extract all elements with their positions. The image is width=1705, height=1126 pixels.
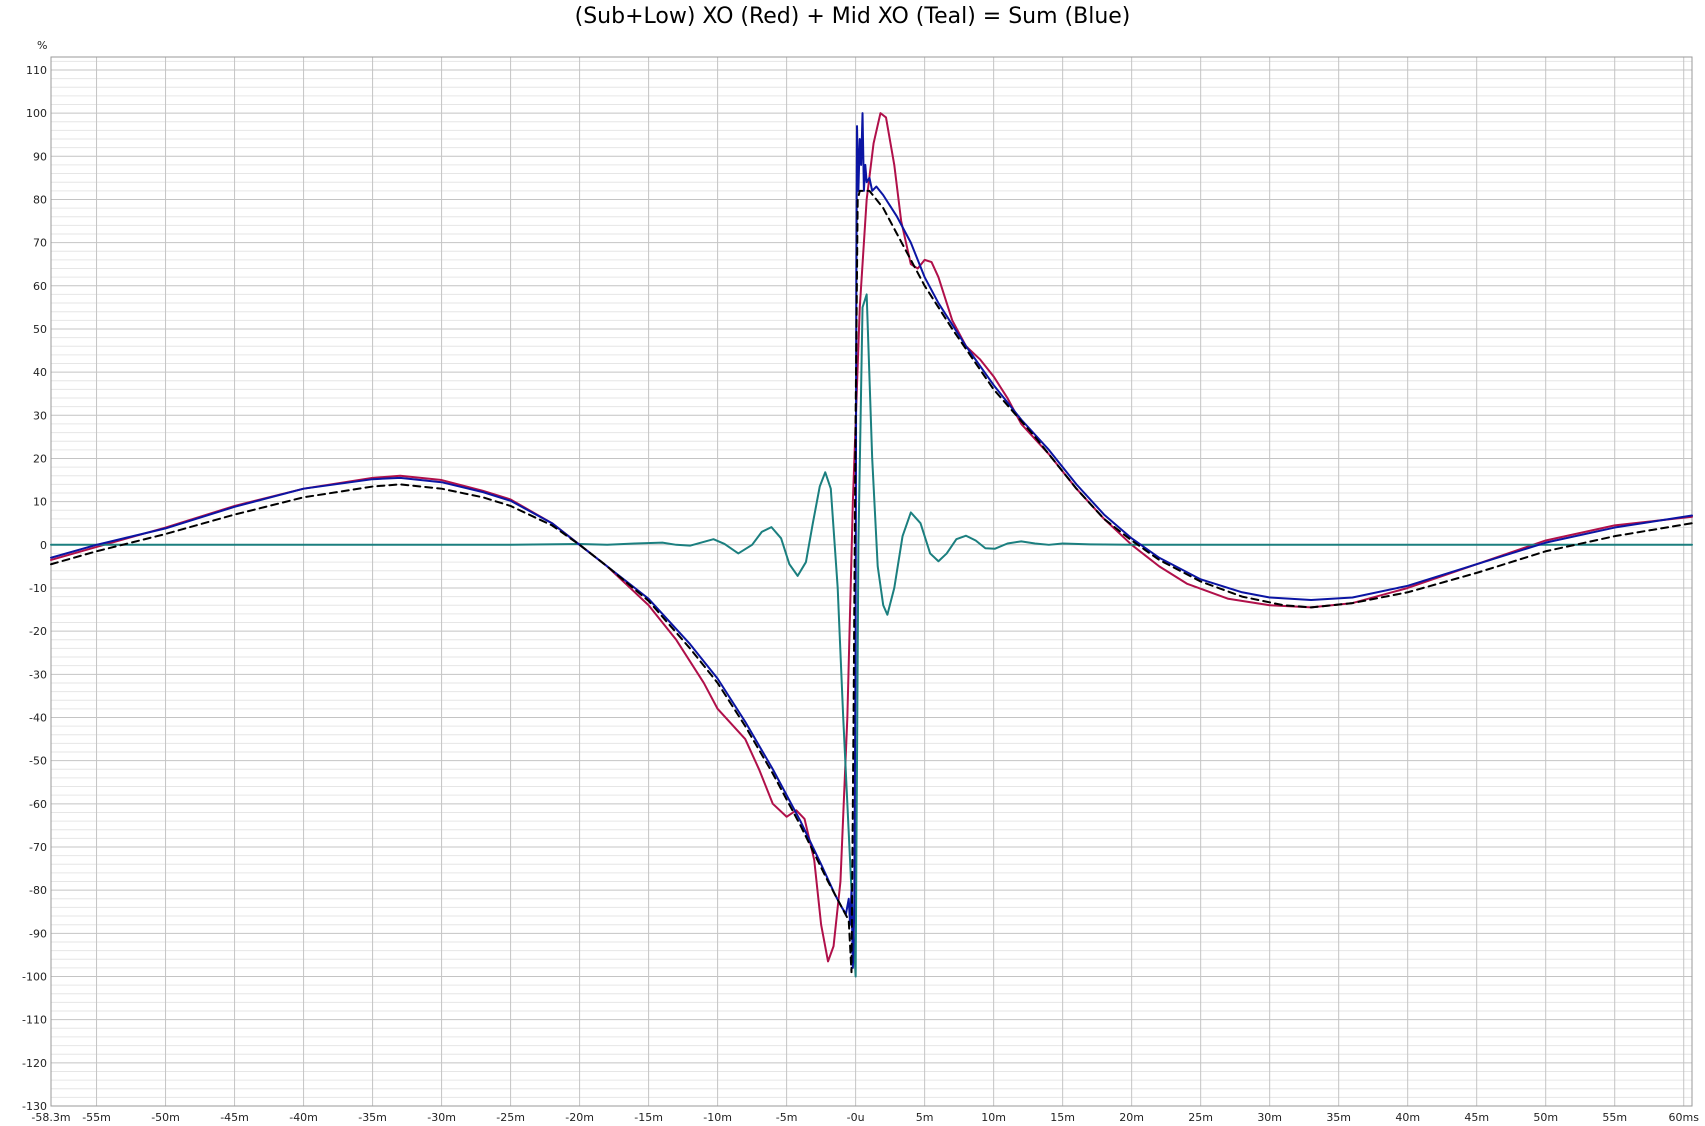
- minor-grid: [51, 60, 1692, 1098]
- y-tick-label: 60: [33, 280, 47, 293]
- series-line-teal: [50, 293, 1693, 978]
- x-tick-label: 45m: [1464, 1111, 1489, 1124]
- y-tick-label: -100: [22, 970, 47, 983]
- plot-frame: [50, 56, 1693, 1107]
- y-axis-labels: 1101009080706050403020100-10-20-30-40-50…: [22, 64, 47, 1113]
- x-tick-label: 5m: [916, 1111, 934, 1124]
- series-line-red: [50, 112, 1693, 963]
- x-tick-label: 50m: [1533, 1111, 1558, 1124]
- y-tick-label: -90: [29, 927, 47, 940]
- y-tick-label: 10: [33, 496, 47, 509]
- chart-title: (Sub+Low) XO (Red) + Mid XO (Teal) = Sum…: [574, 4, 1131, 29]
- x-tick-label: 20m: [1119, 1111, 1144, 1124]
- y-tick-label: 110: [26, 64, 47, 77]
- x-tick-label: -40m: [289, 1111, 318, 1124]
- y-tick-label: -110: [22, 1014, 47, 1027]
- y-tick-label: 90: [33, 150, 47, 163]
- y-tick-label: -130: [22, 1100, 47, 1113]
- x-tick-label: -35m: [358, 1111, 387, 1124]
- series-layer: [50, 112, 1693, 978]
- x-axis-labels: -58.3m -55m -50m -45m -40m -35m -30m -25m -20m -1…: [31, 1111, 1699, 1124]
- y-tick-label: -50: [29, 755, 47, 768]
- x-tick-label: 25m: [1188, 1111, 1213, 1124]
- y-tick-label: -30: [29, 668, 47, 681]
- y-tick-label: -20: [29, 625, 47, 638]
- y-tick-label: -40: [29, 711, 47, 724]
- y-tick-label: 70: [33, 237, 47, 250]
- y-tick-label: -10: [29, 582, 47, 595]
- y-tick-label: 50: [33, 323, 47, 336]
- x-tick-label: 40m: [1395, 1111, 1420, 1124]
- y-tick-label: 80: [33, 193, 47, 206]
- x-tick-label: 30m: [1257, 1111, 1282, 1124]
- y-tick-label: 100: [26, 107, 47, 120]
- series-line-blue: [50, 112, 1693, 969]
- x-tick-label: -5m: [776, 1111, 798, 1124]
- y-tick-label: 30: [33, 409, 47, 422]
- x-tick-label: -30m: [427, 1111, 456, 1124]
- y-tick-label: -70: [29, 841, 47, 854]
- x-tick-label: -25m: [496, 1111, 525, 1124]
- x-tick-label: -55m: [82, 1111, 111, 1124]
- x-tick-label: 15m: [1050, 1111, 1075, 1124]
- y-tick-label: -60: [29, 798, 47, 811]
- x-tick-label: 10m: [981, 1111, 1006, 1124]
- x-tick-label: 35m: [1326, 1111, 1351, 1124]
- x-tick-label: -20m: [565, 1111, 594, 1124]
- series-line-reference: [50, 189, 1693, 974]
- x-tick-label: -45m: [220, 1111, 249, 1124]
- x-tick-label: -58.3m: [31, 1111, 70, 1124]
- x-tick-label: 55m: [1602, 1111, 1627, 1124]
- x-tick-label: -15m: [634, 1111, 663, 1124]
- y-tick-label: 0: [40, 539, 47, 552]
- x-tick-label: -50m: [151, 1111, 180, 1124]
- x-tick-label: 60ms: [1668, 1111, 1699, 1124]
- x-tick-label: -0u: [847, 1111, 865, 1124]
- y-tick-label: -120: [22, 1057, 47, 1070]
- x-tick-label: -10m: [703, 1111, 732, 1124]
- y-tick-label: 40: [33, 366, 47, 379]
- y-tick-label: -80: [29, 884, 47, 897]
- y-tick-label: 20: [33, 452, 47, 465]
- y-axis-unit: %: [37, 39, 47, 52]
